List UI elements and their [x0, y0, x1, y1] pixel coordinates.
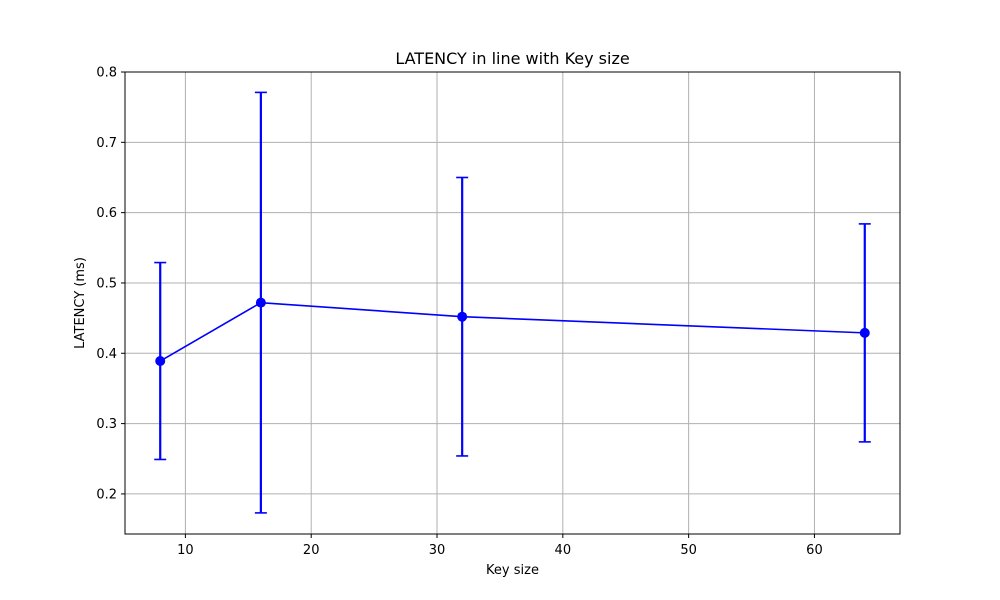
data-points — [155, 297, 870, 367]
x-tick-label: 30 — [429, 543, 446, 558]
x-ticks: 10 20 30 40 50 60 — [177, 534, 823, 558]
x-tick-label: 50 — [680, 543, 697, 558]
data-point — [255, 297, 266, 308]
data-point — [457, 311, 468, 322]
y-tick-label: 0.4 — [96, 347, 117, 362]
y-tick-label: 0.6 — [96, 206, 117, 221]
x-tick-label: 60 — [806, 543, 823, 558]
series-line-path — [159, 301, 865, 362]
x-tick-label: 40 — [555, 543, 572, 558]
data-point — [859, 327, 870, 338]
y-axis-label: LATENCY (ms) — [73, 257, 88, 349]
plot-area-frame — [124, 71, 901, 535]
y-tick-label: 0.7 — [96, 136, 117, 151]
y-tick-label: 0.2 — [96, 487, 117, 502]
chart-title: LATENCY in line with Key size — [395, 49, 629, 68]
x-axis-label: Key size — [486, 563, 539, 578]
y-tick-label: 0.8 — [96, 66, 117, 81]
y-tick-label: 0.5 — [96, 276, 117, 291]
grid-lines — [125, 71, 900, 534]
x-tick-label: 20 — [303, 543, 320, 558]
x-tick-label: 10 — [177, 543, 194, 558]
y-ticks: 0.2 0.3 0.4 0.5 0.6 0.7 0.8 — [96, 66, 125, 502]
data-point — [155, 356, 166, 367]
y-tick-label: 0.3 — [96, 417, 117, 432]
series-line — [159, 301, 865, 362]
